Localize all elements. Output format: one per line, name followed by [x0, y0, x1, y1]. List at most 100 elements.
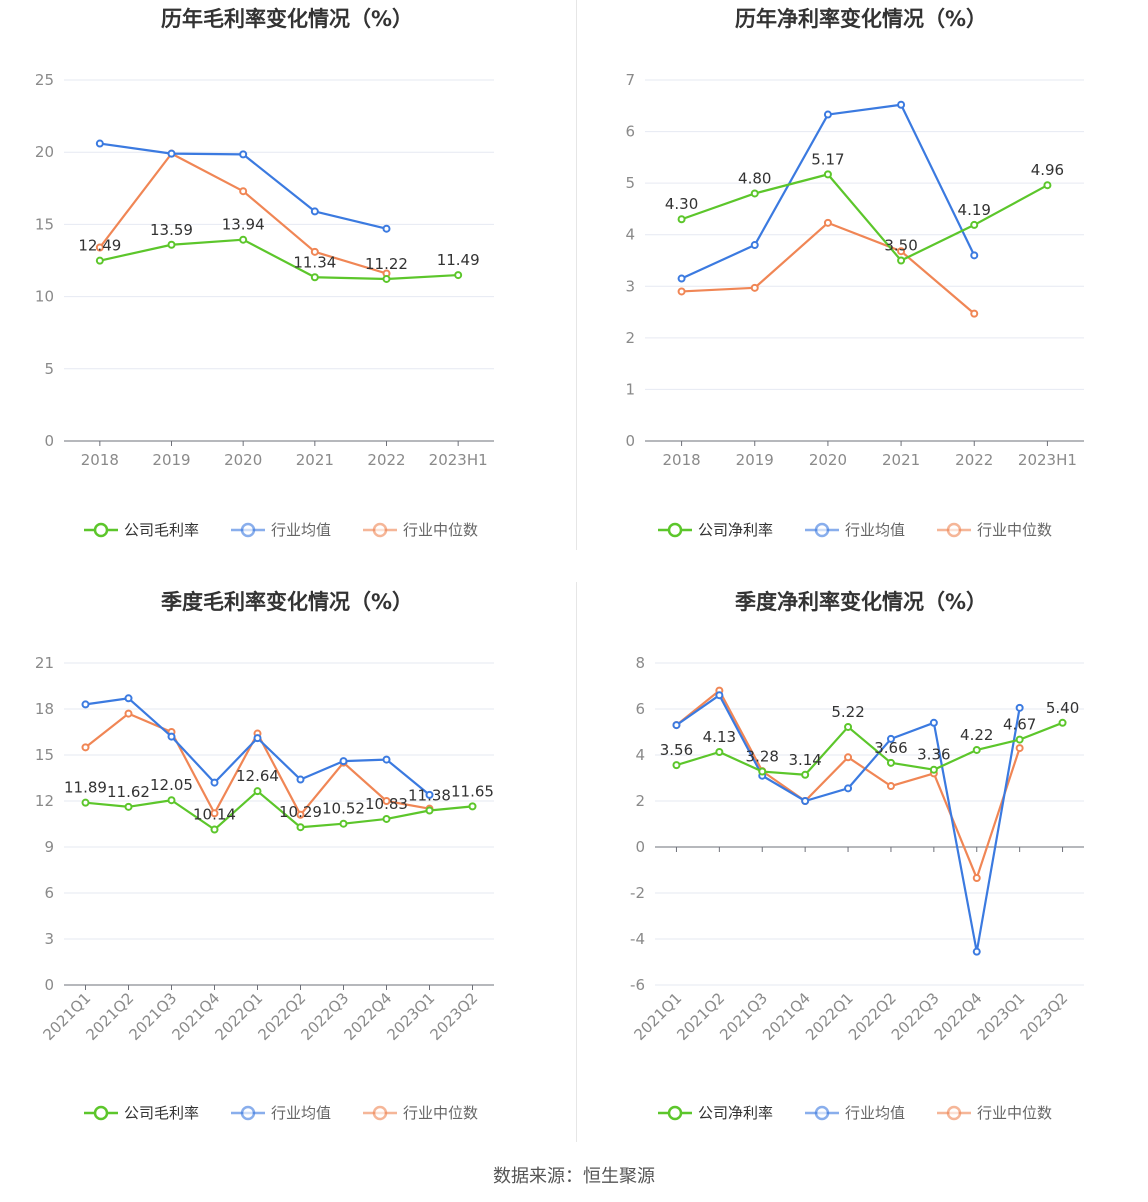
data-label: 10.52: [322, 800, 365, 818]
legend-item: 行业中位数: [937, 521, 1052, 539]
data-label: 5.22: [831, 703, 864, 721]
data-label: 10.29: [279, 803, 322, 821]
data-label: 5.17: [811, 150, 844, 168]
legend-marker: [814, 1105, 830, 1121]
legend-label: 行业均值: [271, 1104, 331, 1122]
data-point: [310, 247, 319, 256]
y-tick-label: 2: [625, 329, 635, 347]
y-tick-label: 18: [35, 700, 54, 718]
data-label: 11.38: [408, 787, 451, 805]
data-point: [1058, 718, 1067, 727]
data-point: [81, 798, 90, 807]
data-label: 12.49: [78, 237, 121, 255]
y-tick-label: 25: [35, 71, 54, 89]
legend-label: 行业均值: [271, 521, 331, 539]
y-tick-label: -2: [630, 884, 645, 902]
x-tick-label: 2020: [809, 451, 847, 469]
y-tick-label: 0: [44, 432, 54, 450]
series-line: [98, 152, 387, 275]
data-label: 11.22: [365, 255, 408, 273]
data-point: [970, 220, 979, 229]
data-label: 3.14: [788, 751, 821, 769]
data-point: [677, 274, 686, 283]
legend-label: 公司净利率: [698, 1104, 773, 1122]
data-point: [844, 784, 853, 793]
x-tick-label: 2023Q2: [1017, 989, 1072, 1044]
legend-label: 行业中位数: [977, 521, 1052, 539]
y-tick-label: 0: [44, 976, 54, 994]
x-tick-label: 2021: [882, 451, 920, 469]
y-tick-label: 10: [35, 288, 54, 306]
chart-annual-gross-margin: 历年毛利率变化情况（%） 0 5 10 15 20 25 2018 2019 2020 2021 20…: [0, 0, 574, 583]
data-point: [382, 224, 391, 233]
data-point: [124, 709, 133, 718]
y-tick-label: 4: [635, 746, 645, 764]
y-tick-label: 3: [625, 277, 635, 295]
data-point: [750, 283, 759, 292]
chart-svg: 季度净利率变化情况（%）-6-4-2024682021Q12021Q22021Q…: [630, 590, 1084, 1122]
data-label: 3.28: [746, 748, 779, 766]
data-point: [95, 256, 104, 265]
legend-marker: [814, 522, 830, 538]
data-point: [1015, 735, 1024, 744]
data-label: 12.05: [150, 776, 193, 794]
data-point: [715, 748, 724, 757]
data-point: [1015, 744, 1024, 753]
data-point: [929, 765, 938, 774]
data-label: 13.94: [222, 216, 265, 234]
data-point: [970, 309, 979, 318]
y-tick-label: 7: [625, 71, 635, 89]
legend-marker: [946, 1105, 962, 1121]
data-source-footer: 数据来源：恒生聚源: [493, 1166, 655, 1187]
legend-item: 行业均值: [805, 1104, 905, 1122]
data-point: [210, 825, 219, 834]
data-label: 11.65: [451, 782, 494, 800]
data-point: [167, 796, 176, 805]
legend-item: 公司净利率: [658, 521, 773, 539]
series-line: [676, 721, 1063, 776]
data-point: [124, 802, 133, 811]
data-label: 4.30: [665, 195, 698, 213]
y-tick-label: 6: [625, 123, 635, 141]
series-line: [681, 173, 1048, 262]
legend-item: 公司净利率: [658, 1104, 773, 1122]
x-tick-label: 2020: [224, 451, 262, 469]
y-tick-label: 8: [635, 654, 645, 672]
data-point: [758, 767, 767, 776]
legend-label: 行业中位数: [403, 521, 478, 539]
data-point: [715, 691, 724, 700]
x-tick-label: 2023H1: [429, 451, 488, 469]
data-point: [972, 947, 981, 956]
chart-annual-net-margin: 历年净利率变化情况（%） 0 1 2 3 4 5 6 7 2018 2019 2020 2021 2022…: [574, 0, 1148, 583]
data-point: [210, 778, 219, 787]
data-point: [167, 149, 176, 158]
series-line: [681, 103, 976, 280]
data-point: [844, 722, 853, 731]
data-point: [897, 247, 906, 256]
chart-svg: 历年毛利率变化情况（%） 0 5 10 15 20 25 2018 2019 2020 2021 20…: [35, 7, 494, 539]
data-point: [454, 271, 463, 280]
series-line: [99, 238, 459, 281]
y-tick-label: 5: [44, 360, 54, 378]
data-point: [801, 770, 810, 779]
data-label: 3.50: [884, 237, 917, 255]
y-tick-label: 21: [35, 654, 54, 672]
data-point: [1043, 181, 1052, 190]
x-tick-label: 2019: [152, 451, 190, 469]
data-point: [253, 734, 262, 743]
data-point: [801, 797, 810, 805]
chart-title: 历年毛利率变化情况（%）: [161, 7, 413, 31]
y-tick-label: 3: [44, 930, 54, 948]
data-point: [239, 150, 248, 159]
y-tick-label: -4: [630, 930, 645, 948]
legend-item: 行业均值: [805, 521, 905, 539]
data-point: [677, 287, 686, 296]
data-label: 4.80: [738, 169, 771, 187]
data-label: 4.67: [1003, 716, 1036, 734]
legend-item: 行业中位数: [937, 1104, 1052, 1122]
data-point: [972, 874, 981, 883]
data-point: [672, 721, 681, 730]
chart-quarterly-gross-margin: 季度毛利率变化情况（%） 0 3 6 9 12 15 18 21 2021Q1 2021Q2 2021…: [0, 583, 574, 1166]
data-point: [886, 782, 895, 791]
data-label: 3.36: [917, 746, 950, 764]
